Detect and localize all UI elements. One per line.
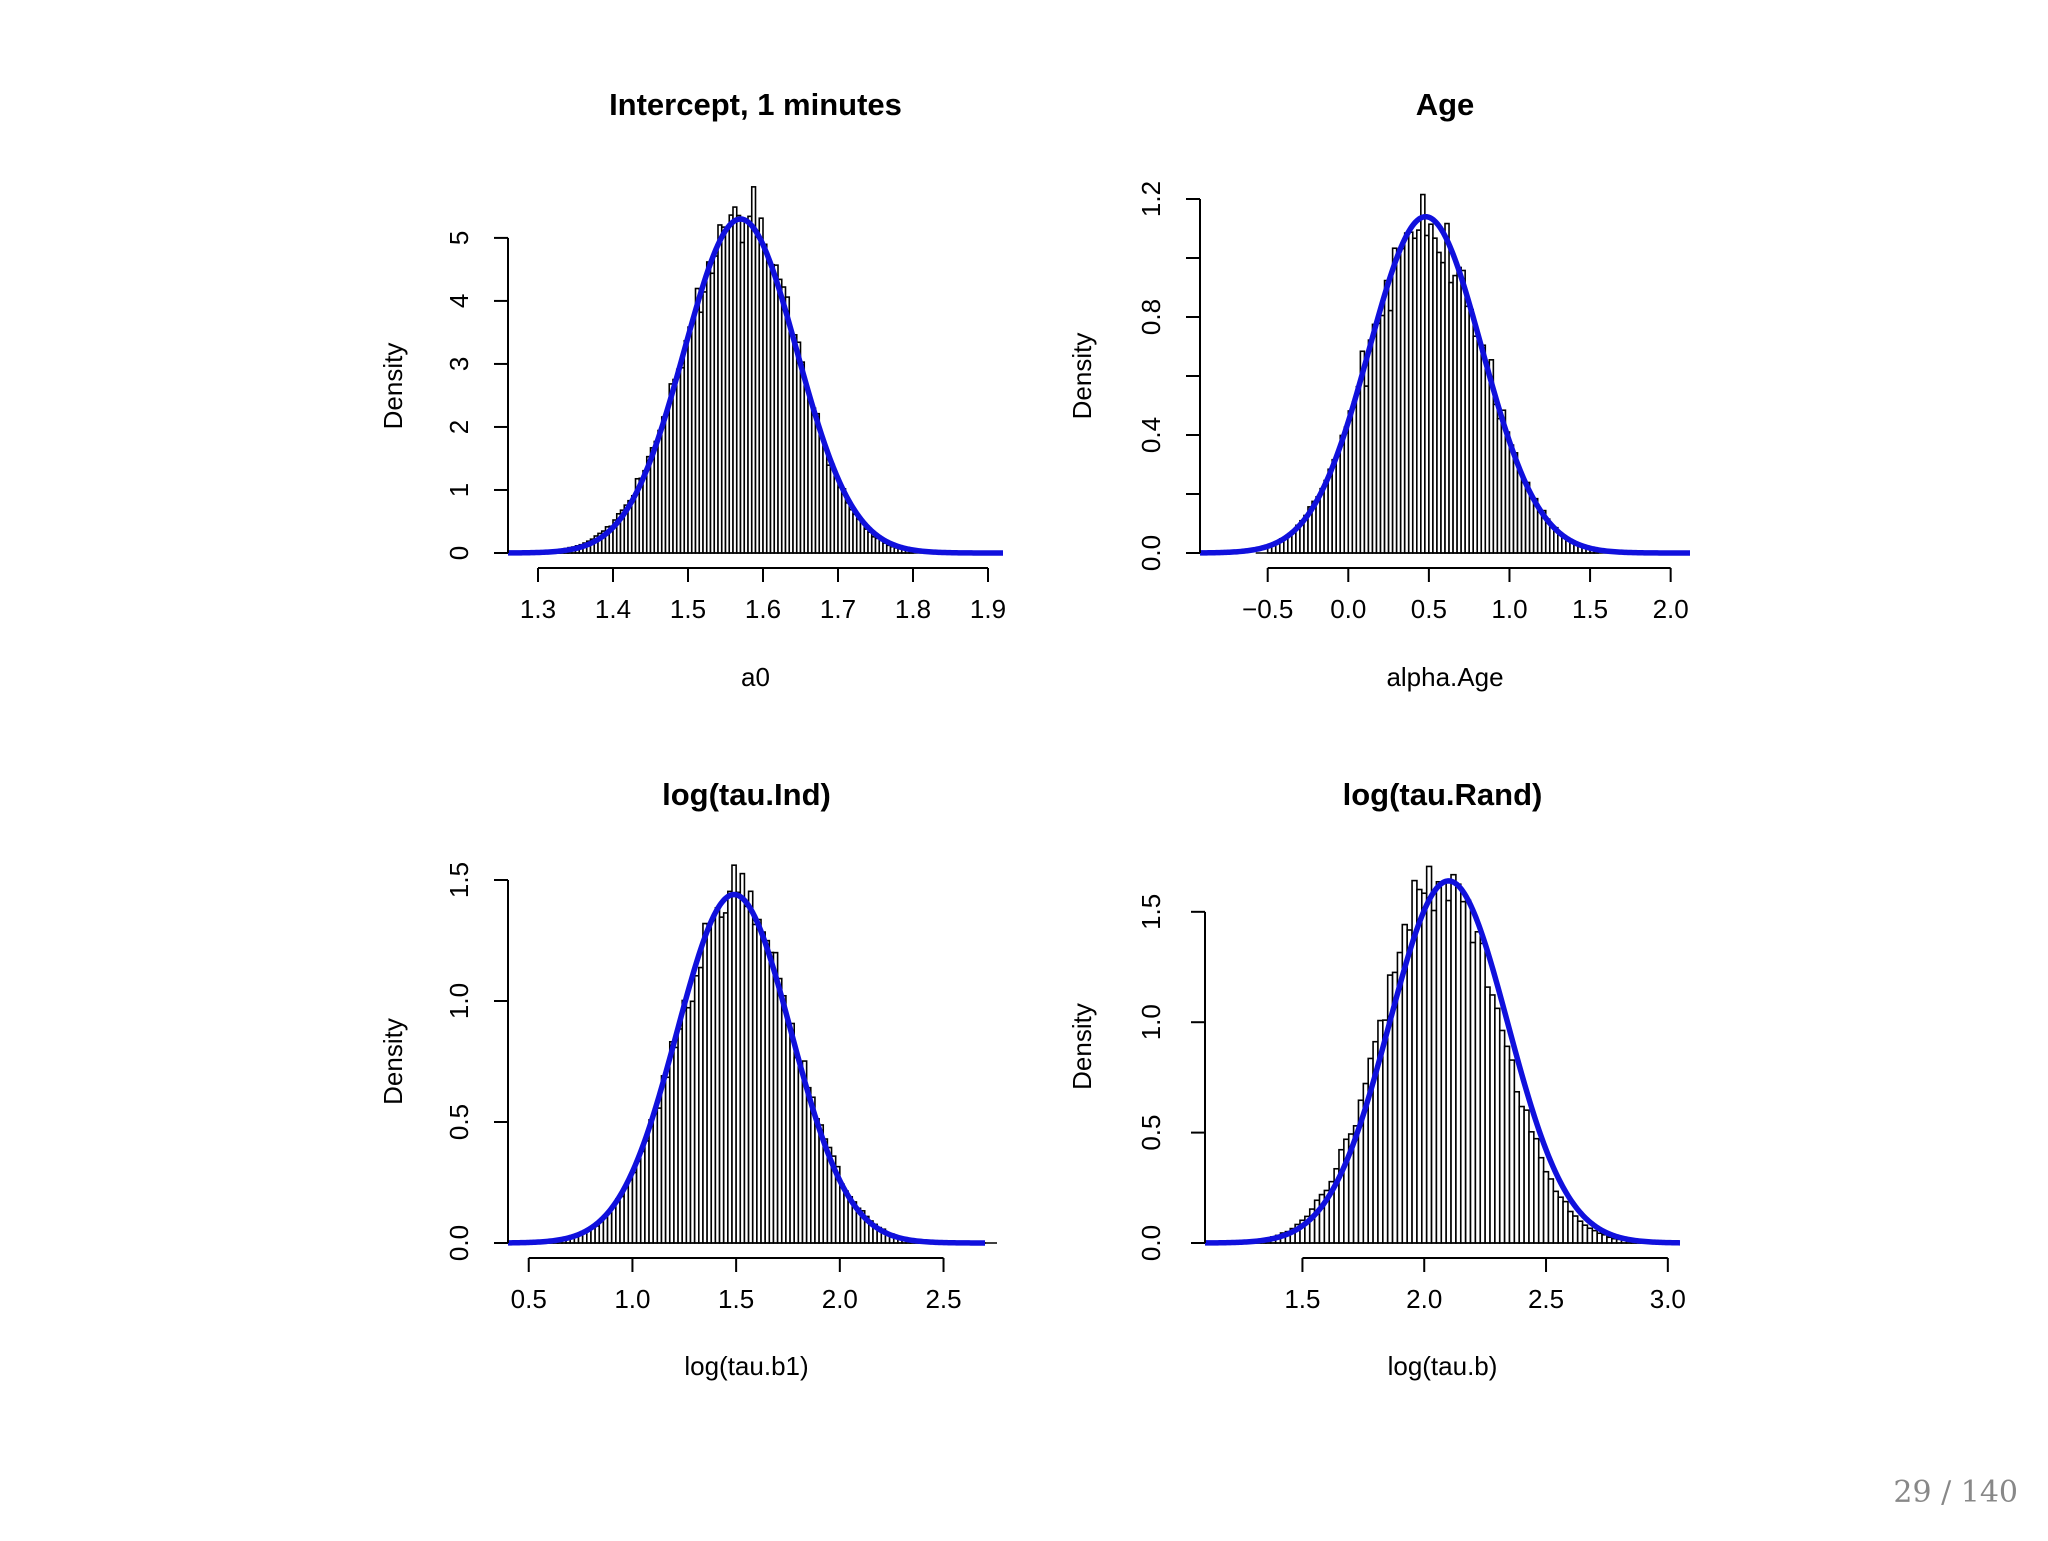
tau-ind-x-tick-label: 2.0 [822,1284,858,1314]
tau-ind-x-tick-label: 2.5 [925,1284,961,1314]
panel-age: Age −0.5 0.0 0.5 1.0 1.5 2.0 alpha.Age 0.0 0.4 0.8… [1067,87,1690,692]
tau-rand-histogram-bars [1217,866,1670,1243]
tau-ind-y-label: Density [378,1018,408,1105]
tau-ind-x-tick-label: 1.0 [614,1284,650,1314]
intercept-y-axis: 0 1 2 3 4 5 [444,231,508,561]
tau-rand-x-label: log(tau.b) [1388,1351,1498,1381]
tau-rand-title: log(tau.Rand) [1343,777,1543,812]
tau-rand-x-tick-label: 2.5 [1528,1284,1564,1314]
age-y-label: Density [1067,333,1097,420]
intercept-y-tick-label: 2 [444,420,474,434]
tau-rand-y-tick-label: 1.5 [1136,894,1166,930]
intercept-x-label: a0 [741,662,770,692]
tau-rand-x-tick-label: 2.0 [1406,1284,1442,1314]
age-y-tick-label: 1.2 [1136,181,1166,217]
tau-ind-x-tick-label: 1.5 [718,1284,754,1314]
panel-tau-ind: log(tau.Ind) 0.5 1.0 1.5 2.0 2.5 log(tau.b1) 0.… [378,777,997,1381]
intercept-y-tick-label: 0 [444,546,474,560]
tau-ind-histogram-bars [549,865,985,1243]
tau-ind-x-axis: 0.5 1.0 1.5 2.0 2.5 [511,1258,962,1314]
intercept-histogram-bars [538,187,913,553]
tau-ind-y-tick-label: 0.5 [444,1104,474,1140]
tau-rand-y-tick-label: 1.0 [1136,1004,1166,1040]
age-x-tick-label: 0.0 [1330,594,1366,624]
intercept-y-tick-label: 5 [444,231,474,245]
tau-rand-y-axis: 0.0 0.5 1.0 1.5 [1136,894,1205,1261]
intercept-y-tick-label: 1 [444,483,474,497]
tau-ind-y-tick-label: 1.5 [444,862,474,898]
age-x-tick-label: 2.0 [1653,594,1689,624]
tau-rand-x-axis: 1.5 2.0 2.5 3.0 [1284,1258,1686,1314]
intercept-title: Intercept, 1 minutes [609,87,902,122]
intercept-x-tick-label: 1.8 [895,594,931,624]
intercept-y-label: Density [378,343,408,430]
tau-ind-y-tick-label: 1.0 [444,983,474,1019]
tau-rand-x-tick-label: 1.5 [1284,1284,1320,1314]
intercept-x-tick-label: 1.7 [820,594,856,624]
intercept-y-tick-label: 4 [444,294,474,308]
age-x-tick-label: −0.5 [1242,594,1293,624]
intercept-x-axis: 1.3 1.4 1.5 1.6 1.7 1.8 1.9 [520,568,1006,624]
tau-ind-x-tick-label: 0.5 [511,1284,547,1314]
tau-ind-y-axis: 0.0 0.5 1.0 1.5 [444,862,508,1261]
intercept-x-tick-label: 1.5 [670,594,706,624]
age-y-tick-label: 0.4 [1136,417,1166,453]
tau-rand-y-tick-label: 0.5 [1136,1115,1166,1151]
age-x-tick-label: 0.5 [1411,594,1447,624]
page-number: 29 / 140 [1893,1475,2018,1510]
age-y-tick-label: 0.0 [1136,535,1166,571]
age-x-label: alpha.Age [1386,662,1503,692]
tau-ind-y-tick-label: 0.0 [444,1225,474,1261]
tau-rand-x-tick-label: 3.0 [1650,1284,1686,1314]
age-x-axis: −0.5 0.0 0.5 1.0 1.5 2.0 [1242,568,1689,624]
intercept-x-tick-label: 1.3 [520,594,556,624]
intercept-x-tick-label: 1.4 [595,594,631,624]
age-x-tick-label: 1.0 [1491,594,1527,624]
age-title: Age [1416,87,1475,122]
age-x-tick-label: 1.5 [1572,594,1608,624]
intercept-x-tick-label: 1.9 [970,594,1006,624]
tau-ind-title: log(tau.Ind) [662,777,831,812]
tau-rand-y-label: Density [1067,1003,1097,1090]
intercept-y-tick-label: 3 [444,357,474,371]
age-y-tick-label: 0.8 [1136,299,1166,335]
tau-rand-y-tick-label: 0.0 [1136,1225,1166,1261]
tau-ind-x-label: log(tau.b1) [684,1351,808,1381]
intercept-x-tick-label: 1.6 [745,594,781,624]
